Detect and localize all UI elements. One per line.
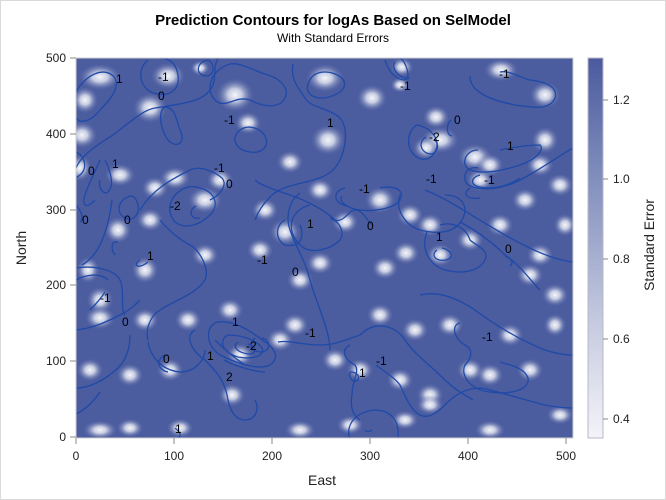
y-axis-label: North <box>13 231 29 265</box>
svg-text:0: 0 <box>505 242 512 256</box>
colorbar-label: Standard Error <box>641 199 657 291</box>
svg-text:0: 0 <box>158 89 165 103</box>
svg-text:1: 1 <box>327 116 334 130</box>
x-tick-500: 500 <box>556 449 576 463</box>
svg-text:0: 0 <box>122 315 129 329</box>
svg-text:-2: -2 <box>246 339 257 353</box>
svg-text:1: 1 <box>207 349 214 363</box>
x-tick-400: 400 <box>458 449 478 463</box>
svg-text:1: 1 <box>175 422 182 436</box>
x-axis-label: East <box>308 472 336 488</box>
svg-text:-1: -1 <box>214 161 225 175</box>
svg-text:0: 0 <box>367 219 374 233</box>
svg-text:1: 1 <box>112 157 119 171</box>
svg-text:-2: -2 <box>170 199 181 213</box>
svg-text:1: 1 <box>307 217 314 231</box>
colorbar-gradient <box>587 57 604 439</box>
y-tick-100: 100 <box>46 354 66 368</box>
svg-text:1: 1 <box>436 230 443 244</box>
y-tick-200: 200 <box>46 278 66 292</box>
colorbar-tick-0-6: 0.6 <box>613 332 630 346</box>
x-axis: 0 100 200 300 400 500 East <box>73 438 576 488</box>
svg-text:-1: -1 <box>257 253 268 267</box>
svg-text:0: 0 <box>454 113 461 127</box>
svg-text:0: 0 <box>82 213 89 227</box>
x-tick-0: 0 <box>73 449 80 463</box>
y-tick-400: 400 <box>46 127 66 141</box>
svg-text:0: 0 <box>163 352 170 366</box>
svg-text:-1: -1 <box>305 326 316 340</box>
colorbar-tick-0-4: 0.4 <box>613 412 630 426</box>
svg-text:1: 1 <box>359 366 366 380</box>
y-tick-0: 0 <box>59 430 66 444</box>
contour-labels: 1 -1 0 -1 1 -1 -1 0 -2 1 -1 -1 0 1 -1 0 … <box>82 67 514 436</box>
svg-text:-1: -1 <box>224 113 235 127</box>
svg-text:-1: -1 <box>376 354 387 368</box>
contour-lines <box>76 58 573 438</box>
svg-text:2: 2 <box>226 370 233 384</box>
svg-text:0: 0 <box>88 164 95 178</box>
x-tick-200: 200 <box>262 449 282 463</box>
svg-text:-1: -1 <box>499 67 510 81</box>
x-tick-300: 300 <box>360 449 380 463</box>
svg-text:-1: -1 <box>426 172 437 186</box>
y-tick-500: 500 <box>46 51 66 65</box>
svg-text:-1: -1 <box>100 291 111 305</box>
x-tick-100: 100 <box>164 449 184 463</box>
colorbar-tick-1-0: 1.0 <box>613 172 630 186</box>
svg-text:-1: -1 <box>482 330 493 344</box>
svg-text:1: 1 <box>116 72 123 86</box>
y-tick-300: 300 <box>46 203 66 217</box>
plot-border <box>75 57 574 439</box>
svg-text:-1: -1 <box>400 79 411 93</box>
svg-text:-2: -2 <box>429 130 440 144</box>
svg-text:-1: -1 <box>484 173 495 187</box>
colorbar-tick-0-8: 0.8 <box>613 252 630 266</box>
svg-text:-1: -1 <box>359 182 370 196</box>
svg-text:1: 1 <box>147 249 154 263</box>
svg-text:-1: -1 <box>158 70 169 84</box>
svg-text:0: 0 <box>292 265 299 279</box>
svg-text:0: 0 <box>124 213 131 227</box>
svg-text:1: 1 <box>507 139 514 153</box>
colorbar-tick-1-2: 1.2 <box>613 93 630 107</box>
svg-text:1: 1 <box>232 315 239 329</box>
chart-subtitle: With Standard Errors <box>276 31 390 45</box>
svg-text:0: 0 <box>226 177 233 191</box>
chart-title: Prediction Contours for logAs Based on S… <box>155 12 511 29</box>
plot-area: 1 -1 0 -1 1 -1 -1 0 -2 1 -1 -1 0 1 -1 0 … <box>76 58 573 438</box>
colorbar: 1.2 1.0 0.8 0.6 0.4 Standard Error <box>587 57 657 439</box>
y-axis: 0 100 200 300 400 500 North <box>13 51 76 444</box>
